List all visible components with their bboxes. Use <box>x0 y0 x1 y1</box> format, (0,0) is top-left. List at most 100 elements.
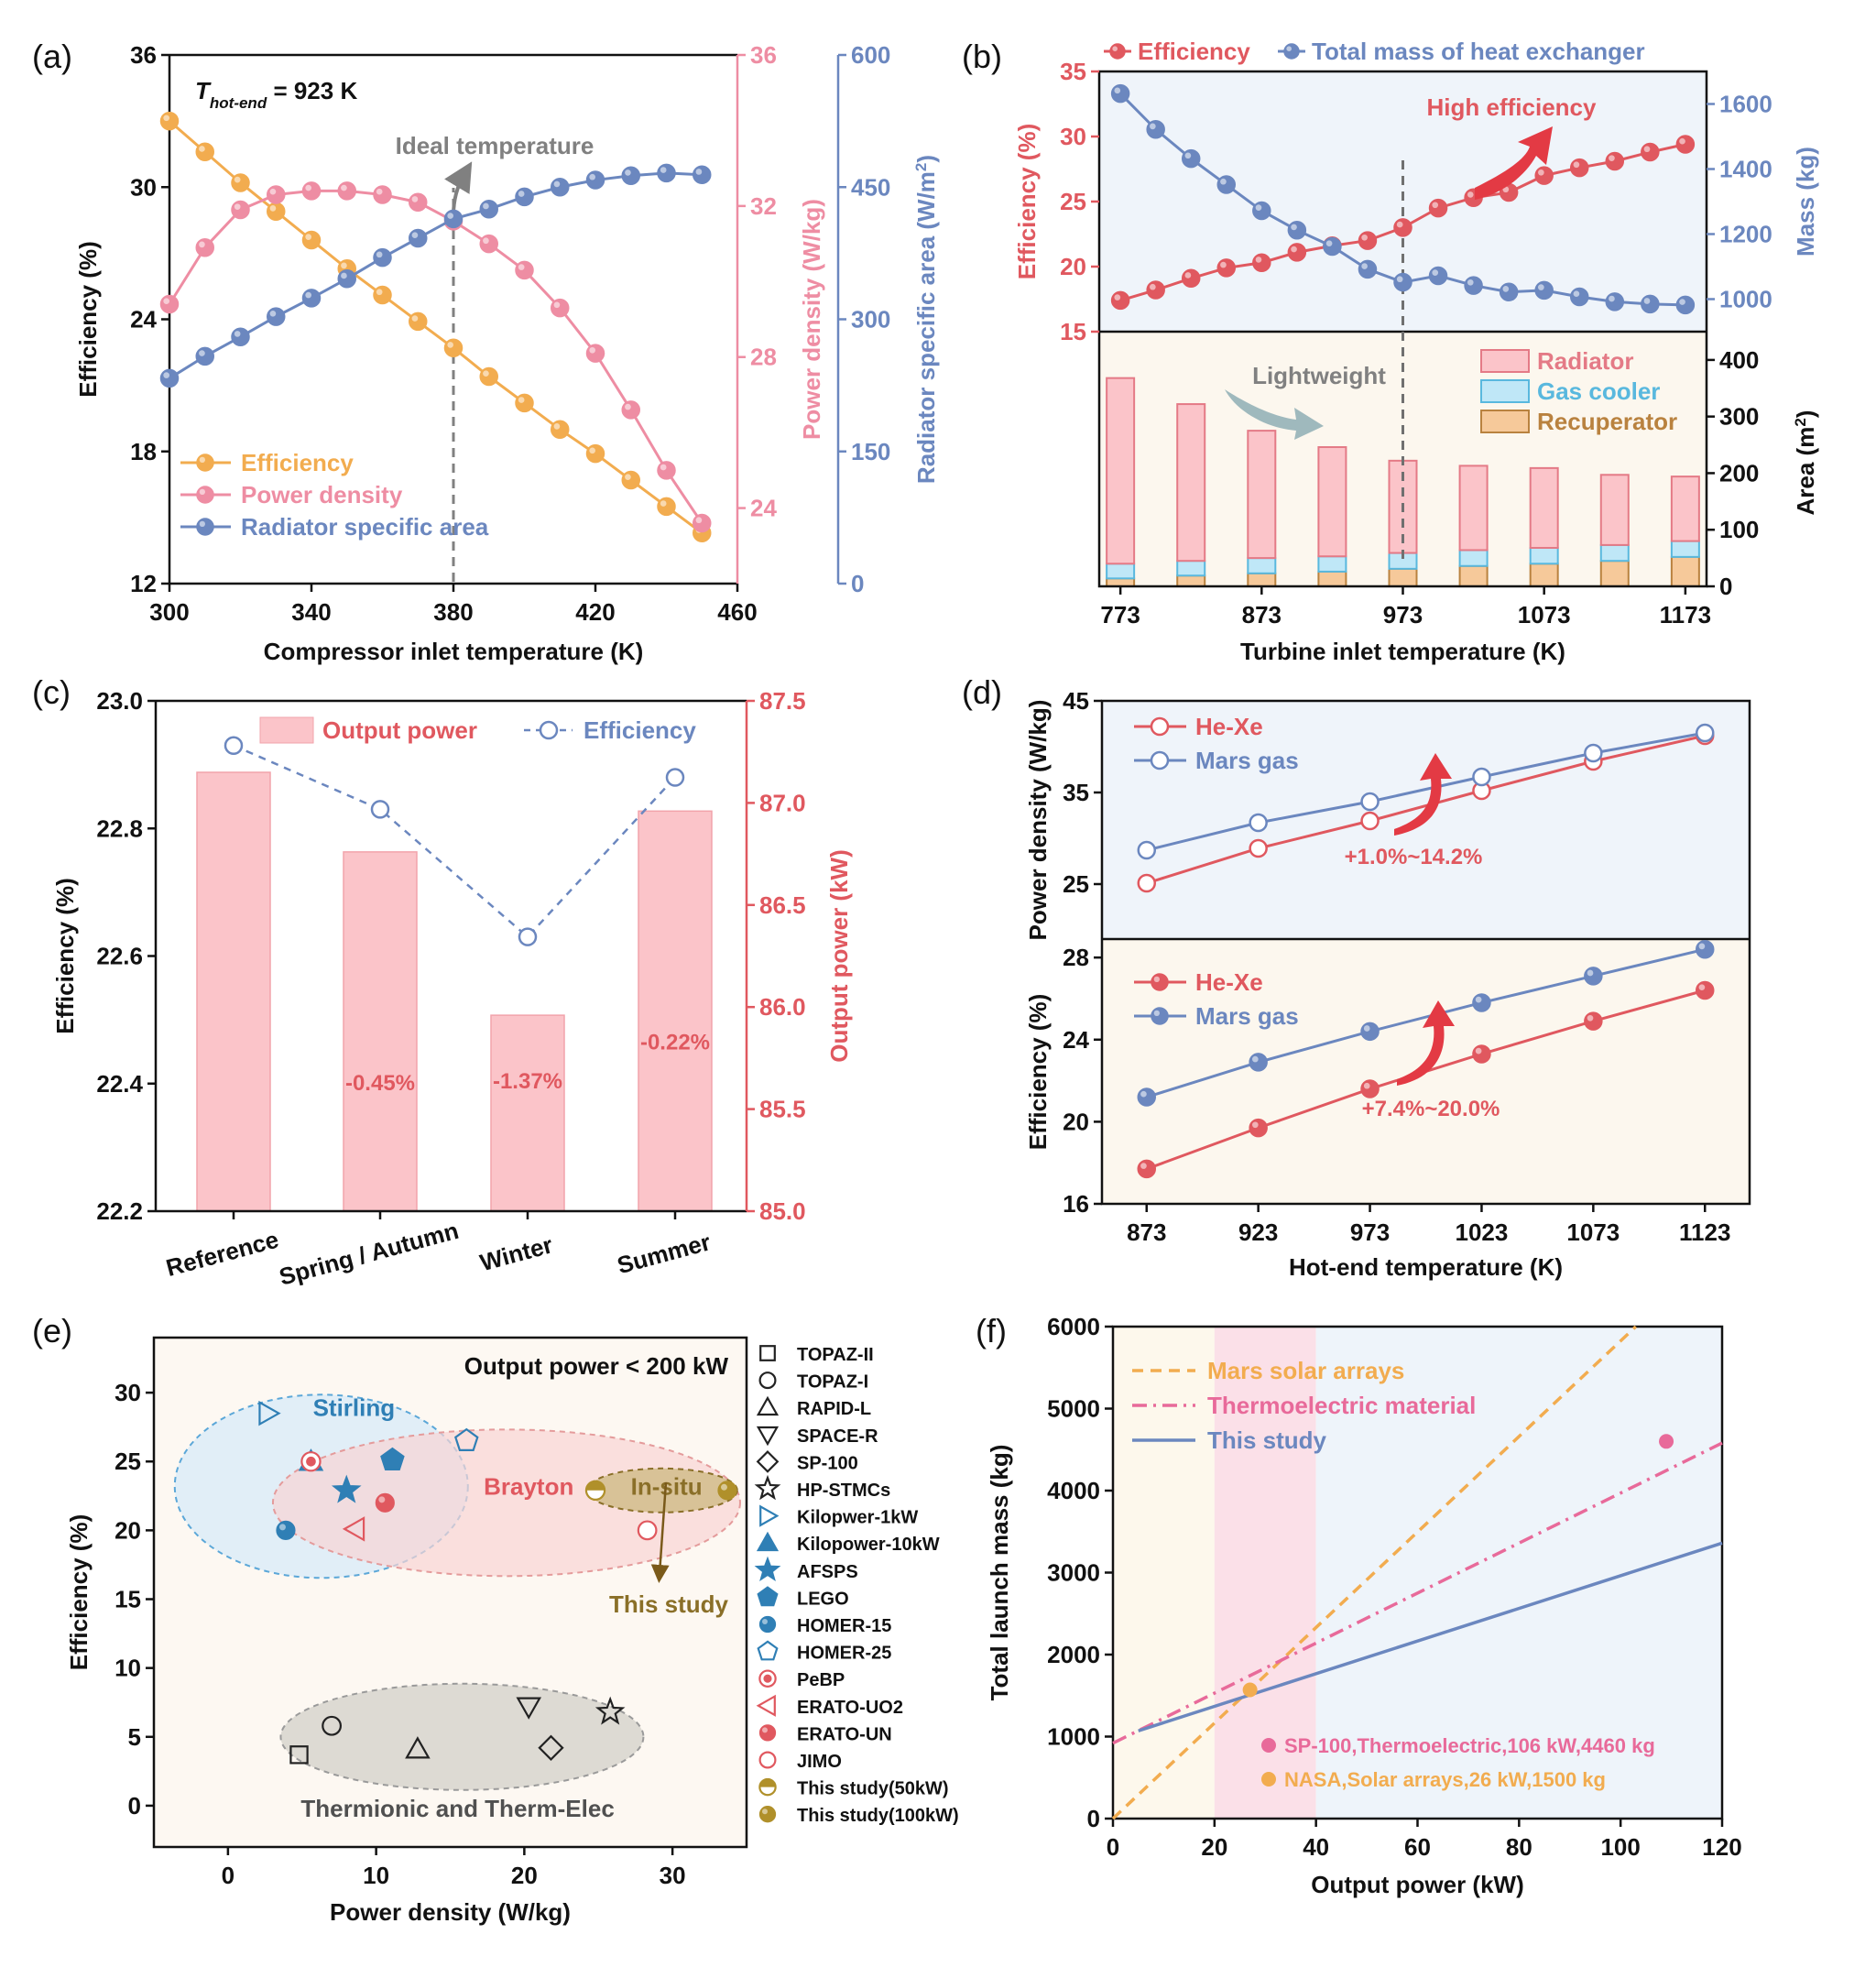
data-point-body <box>1216 175 1237 194</box>
data-point-space-r <box>516 1697 542 1720</box>
data-point-body <box>1360 1079 1380 1098</box>
data-point-highlight <box>1467 279 1474 286</box>
legend-label: JIMO <box>797 1752 842 1772</box>
data-point-body <box>373 285 392 305</box>
bar-segment <box>1529 563 1559 587</box>
marker-shape <box>516 1697 542 1720</box>
data-point <box>621 166 640 185</box>
data-point <box>479 366 498 387</box>
data-point-body <box>657 461 676 480</box>
data-point-highlight <box>1153 976 1160 982</box>
legend-marker <box>1109 43 1126 60</box>
legend-marker <box>196 454 214 472</box>
data-point-jimo <box>637 1520 658 1541</box>
data-point-highlight <box>305 291 311 299</box>
data-point-highlight <box>660 464 667 471</box>
data-point-body <box>1464 276 1483 295</box>
data-point-highlight <box>1609 295 1615 302</box>
data-point-highlight <box>1252 1055 1259 1063</box>
data-point <box>1360 1022 1380 1042</box>
data-point-body <box>1393 272 1412 292</box>
marker-shape <box>289 1745 309 1765</box>
x-tick-label: 340 <box>291 598 331 626</box>
data-point-body <box>479 200 498 219</box>
data-point-highlight <box>1220 261 1227 268</box>
legend-label: LEGO <box>797 1589 849 1609</box>
data-point-body <box>1249 1118 1268 1138</box>
data-point <box>301 230 322 250</box>
data-point-body <box>1137 1159 1157 1179</box>
data-point-highlight <box>1396 276 1403 283</box>
data-point-highlight <box>695 169 703 175</box>
data-point-highlight <box>305 184 311 191</box>
data-point <box>515 187 534 207</box>
data-point-body <box>373 247 392 268</box>
legend-marker <box>758 1806 777 1823</box>
data-point-body <box>515 393 534 413</box>
legend-label: SP-100,Thermoelectric,106 kW,4460 kg <box>1284 1734 1655 1757</box>
x-tick-label: 380 <box>433 598 473 626</box>
data-point-body <box>409 192 428 212</box>
data-point <box>585 170 605 190</box>
data-point <box>1675 295 1696 315</box>
data-point-highlight <box>695 517 703 524</box>
legend-marker <box>754 1474 781 1501</box>
panel-a: (a) 300 340 380 420 460 12 18 24 30 36 24 28 32 36 0 150… <box>32 38 940 665</box>
y-tick-label: 6000 <box>1047 1313 1100 1340</box>
data-point-highlight <box>305 234 311 240</box>
y-tick-label: 16 <box>1063 1190 1089 1218</box>
legend-marker <box>1150 750 1170 770</box>
data-point-body <box>551 298 570 318</box>
legend-marker <box>754 1556 781 1582</box>
data-point-body <box>301 181 322 201</box>
legend-marker <box>758 1751 777 1769</box>
y-tick-label: 22.2 <box>96 1197 143 1225</box>
data-point-body <box>1283 43 1300 60</box>
bar-segment <box>1599 474 1630 546</box>
data-point <box>370 800 390 819</box>
data-point <box>1584 1011 1603 1031</box>
data-point-highlight <box>269 205 277 212</box>
x-axis-label: Output power (kW) <box>1311 1871 1524 1898</box>
legend-label: Efficiency <box>241 449 354 476</box>
legend-label: Mars gas <box>1195 1002 1299 1030</box>
group-label: Stirling <box>313 1394 396 1422</box>
data-point-topaz-ii <box>289 1745 309 1765</box>
data-point-highlight <box>163 115 169 122</box>
legend-label: Radiator specific area <box>241 513 489 541</box>
y-axis-label: Power density (W/kg) <box>1024 700 1052 941</box>
bar-segment <box>1247 572 1277 588</box>
x-tick-label: 30 <box>660 1862 686 1889</box>
data-point <box>409 311 428 332</box>
data-point <box>1249 1053 1268 1072</box>
bar-segment <box>1458 464 1489 552</box>
thermionic-region <box>279 1682 645 1791</box>
data-point <box>443 338 464 358</box>
bar-segment <box>1529 546 1559 565</box>
data-point-body <box>1641 142 1660 162</box>
data-point-body <box>267 307 286 326</box>
bar-segment <box>1247 557 1277 574</box>
data-point-body <box>1675 295 1696 315</box>
x-tick-label: 973 <box>1350 1218 1390 1246</box>
data-point-this-study-50kw- <box>584 1480 606 1501</box>
series-line-2 <box>1138 1541 1723 1732</box>
data-point <box>515 260 534 280</box>
data-point <box>1605 151 1625 171</box>
data-point-highlight <box>553 180 561 188</box>
data-point <box>301 181 322 201</box>
bar-segment <box>1599 543 1630 563</box>
data-point <box>1358 231 1378 250</box>
legend-marker <box>756 1426 780 1447</box>
y-tick-label: 1600 <box>1719 91 1772 118</box>
panel-e: (e) 0 10 20 30 0 5 10 15 20 25 30 Efficiency (%) Powe… <box>32 1312 959 1926</box>
data-point-body <box>621 470 640 490</box>
data-point-body <box>479 234 498 254</box>
data-point-highlight <box>1150 283 1156 290</box>
data-point-highlight <box>1643 298 1651 304</box>
x-tick-label: 10 <box>363 1862 389 1889</box>
x-tick-label: 460 <box>717 598 757 626</box>
data-point <box>195 142 214 162</box>
data-point-body <box>693 165 712 185</box>
data-point-pebp <box>300 1451 322 1472</box>
